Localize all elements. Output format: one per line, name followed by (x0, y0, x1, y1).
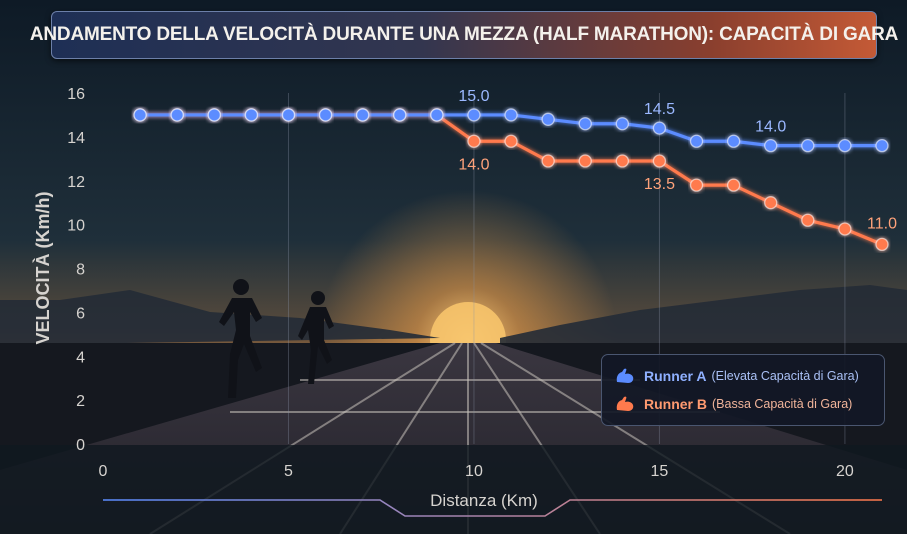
bottom-shade (0, 445, 907, 534)
chart-title-banner: ANDAMENTO DELLA VELOCITÀ DURANTE UNA MEZ… (30, 11, 898, 59)
data-point-runner-b (467, 134, 481, 148)
data-point-runner-b (615, 154, 629, 168)
legend-item-runner-a: Runner A (Elevata Capacità di Gara) (614, 365, 859, 387)
data-point-runner-b (541, 154, 555, 168)
mountains-left (0, 290, 440, 345)
x-tick-label: 15 (651, 463, 669, 480)
x-axis-ticks: 0 5 10 15 20 (99, 463, 854, 480)
data-point-runner-a (689, 134, 704, 148)
y-tick-label: 4 (76, 349, 85, 366)
data-point-runner-a (207, 108, 221, 122)
data-point-runner-a (541, 112, 555, 126)
data-point-runner-a (393, 108, 407, 122)
x-axis-title: Distanza (Km) (430, 491, 538, 510)
data-point-runner-a (281, 108, 296, 122)
y-tick-label: 0 (76, 437, 85, 454)
data-label: 14.5 (644, 101, 675, 118)
annotations-layer: 15.0 14.5 14.0 14.0 13.5 11.0 (458, 88, 897, 232)
data-point-runner-a (356, 108, 370, 122)
y-tick-label: 14 (67, 130, 85, 147)
y-axis-ticks: 0 2 4 6 8 10 12 14 16 (67, 86, 85, 454)
data-point-runner-b (652, 154, 667, 168)
data-point-runner-a (578, 117, 592, 131)
data-point-runner-a (504, 108, 518, 122)
legend-desc-runner-a: (Elevata Capacità di Gara) (711, 369, 859, 383)
x-tick-label: 0 (99, 463, 108, 480)
y-tick-label: 12 (67, 174, 85, 191)
data-point-runner-b (689, 178, 704, 192)
y-tick-label: 6 (76, 305, 85, 322)
runner-silhouettes (219, 279, 334, 398)
data-point-runner-b (875, 237, 889, 252)
mountains-right (500, 285, 907, 345)
legend-desc-runner-b: (Bassa Capacità di Gara) (712, 397, 853, 411)
y-axis-title: VELOCITÀ (Km/h) (32, 192, 53, 345)
data-label: 14.0 (755, 119, 786, 136)
data-point-runner-a (652, 121, 667, 135)
legend-name-runner-b: Runner B (644, 396, 707, 412)
data-label: 15.0 (458, 88, 489, 105)
data-point-runner-a (244, 108, 259, 122)
flexed-arm-icon (616, 396, 634, 411)
data-label: 14.0 (458, 156, 489, 173)
data-label: 13.5 (644, 176, 675, 193)
data-point-runner-a (726, 134, 741, 148)
y-tick-label: 10 (67, 218, 85, 235)
data-point-runner-a (838, 138, 852, 153)
data-point-runner-b (838, 222, 852, 236)
legend-item-runner-b: Runner B (Bassa Capacità di Gara) (614, 393, 852, 415)
data-point-runner-a (764, 138, 778, 153)
data-point-runner-b (764, 196, 778, 210)
data-point-runner-a (318, 108, 333, 122)
data-point-runner-a (133, 108, 147, 122)
legend: Runner A (Elevata Capacità di Gara) Runn… (601, 354, 885, 426)
data-label: 11.0 (867, 215, 897, 232)
data-point-runner-a (801, 138, 815, 153)
data-point-runner-a (615, 117, 629, 131)
legend-name-runner-a: Runner A (644, 368, 707, 384)
points-layer (133, 108, 889, 252)
data-point-runner-b (801, 213, 815, 227)
x-tick-label: 10 (465, 463, 483, 480)
chart-title: ANDAMENTO DELLA VELOCITÀ DURANTE UNA MEZ… (29, 24, 899, 45)
x-axis-title-underline (103, 499, 882, 517)
data-point-runner-b (726, 178, 741, 192)
data-point-runner-a (430, 108, 444, 122)
x-tick-label: 20 (836, 463, 854, 480)
y-tick-label: 2 (76, 393, 85, 410)
data-point-runner-a (170, 108, 184, 122)
data-point-runner-a (875, 138, 889, 153)
y-tick-label: 8 (76, 262, 85, 279)
flexed-arm-icon (616, 368, 634, 383)
data-point-runner-b (578, 154, 592, 168)
data-point-runner-b (504, 134, 518, 148)
y-tick-label: 16 (67, 86, 85, 103)
data-point-runner-a (467, 108, 481, 122)
x-tick-label: 5 (284, 463, 293, 480)
